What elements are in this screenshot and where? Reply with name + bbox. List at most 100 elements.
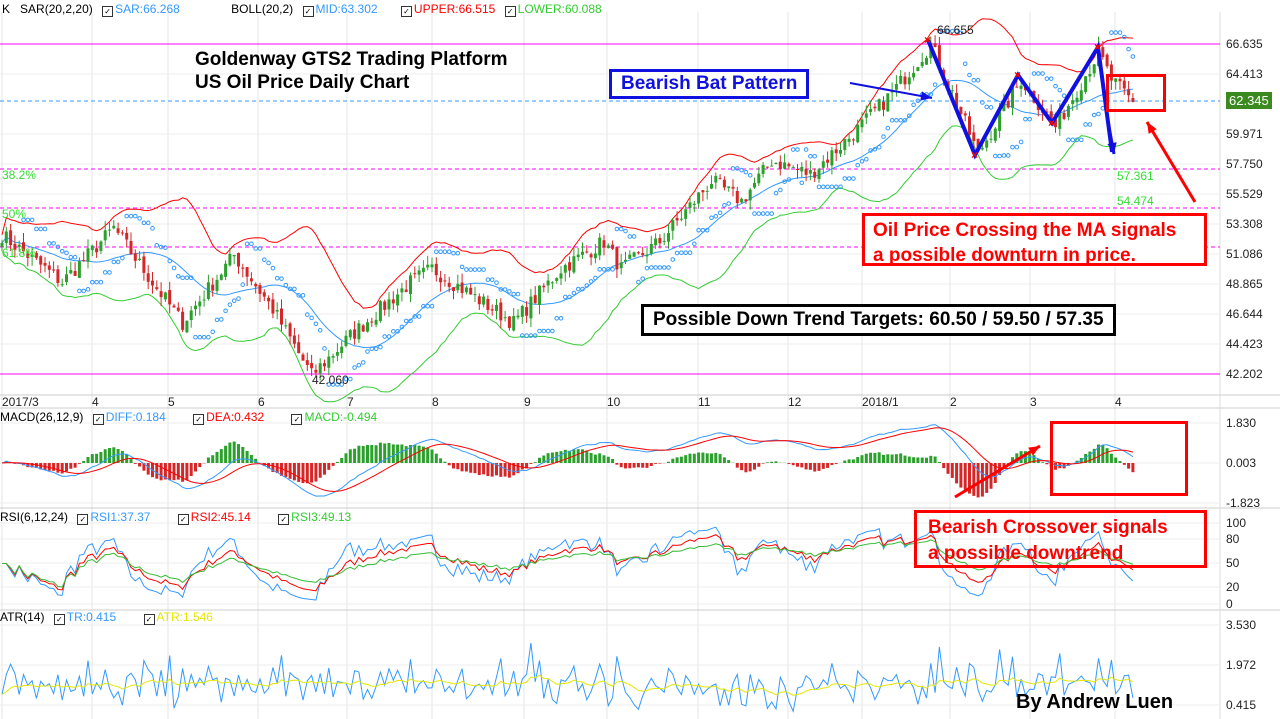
- candle-body: [624, 259, 627, 262]
- candle-body: [417, 270, 421, 275]
- macd-bar: [456, 463, 460, 470]
- macd-axis-label: -1.823: [1226, 496, 1261, 510]
- sar-dot: [507, 289, 512, 294]
- candle-body: [13, 243, 17, 250]
- sar-dot: [51, 241, 56, 246]
- sar-dot: [984, 104, 990, 110]
- sar-dot: [193, 334, 198, 340]
- sar-dot: [274, 275, 280, 281]
- legend-sar: SAR:66.268: [115, 2, 180, 16]
- sar-dot: [335, 382, 340, 387]
- candle-body: [228, 253, 232, 266]
- macd-bar: [366, 444, 369, 463]
- macd-bar: [735, 463, 739, 468]
- sar-checkbox[interactable]: ✓: [102, 6, 114, 17]
- date-label: 4: [92, 395, 99, 409]
- sar-dot: [911, 102, 916, 108]
- macd-bar: [503, 463, 507, 477]
- candle-body: [146, 273, 150, 282]
- sar-dot: [468, 267, 474, 272]
- sar-dot: [593, 275, 598, 281]
- lower-checkbox[interactable]: ✓: [504, 6, 516, 17]
- sar-dot: [670, 257, 676, 262]
- macd-bar: [1092, 448, 1096, 463]
- macd-bar: [761, 463, 765, 464]
- sar-dot: [614, 226, 620, 232]
- macd-bar: [249, 454, 253, 463]
- macd-bar: [581, 449, 584, 463]
- macd-bar: [632, 463, 636, 468]
- rsi-axis-label: 20: [1226, 580, 1240, 594]
- candle-body: [1015, 86, 1019, 88]
- sar-dot: [1091, 112, 1097, 118]
- rsi1-checkbox[interactable]: ✓: [77, 514, 89, 525]
- macd-bar: [748, 463, 752, 472]
- candle-body: [980, 148, 984, 150]
- atr-legend: ATR(14) ✓ TR:0.415 ✓ ATR:1.546: [0, 610, 213, 625]
- sar-dot: [597, 267, 603, 272]
- candle-body: [645, 254, 649, 257]
- macd-bar: [654, 463, 658, 464]
- macd-checkbox[interactable]: ✓: [291, 414, 303, 425]
- macd-bar: [550, 452, 554, 463]
- rsi3-checkbox[interactable]: ✓: [278, 514, 290, 525]
- candle-body: [82, 260, 86, 262]
- sar-dot: [180, 275, 185, 281]
- macd-bar: [611, 458, 615, 463]
- candle-body: [1019, 85, 1023, 89]
- sar-dot: [1001, 153, 1007, 158]
- macd-bar: [292, 463, 296, 481]
- sar-dot: [408, 318, 413, 324]
- candle-body: [959, 106, 963, 115]
- rsi3: RSI3:49.13: [291, 510, 352, 524]
- sar-dot: [545, 328, 551, 334]
- rsi2-checkbox[interactable]: ✓: [177, 514, 189, 525]
- candle-body: [30, 254, 34, 257]
- sar-dot: [1079, 137, 1084, 143]
- atr-checkbox[interactable]: ✓: [143, 614, 155, 625]
- upper-checkbox[interactable]: ✓: [400, 6, 412, 17]
- sar-dot: [1031, 71, 1037, 76]
- date-label: 2018/1: [862, 395, 899, 409]
- candle-body: [340, 346, 344, 354]
- sar-dot: [1126, 46, 1131, 52]
- sar-dot: [201, 334, 207, 340]
- candle-body: [718, 178, 722, 180]
- sar-dot: [833, 184, 839, 190]
- ma-note-line2: a possible downturn in price.: [873, 245, 1136, 266]
- sar-dot: [704, 227, 710, 233]
- sar-dot: [1066, 137, 1071, 143]
- sar-dot: [120, 255, 125, 261]
- sar-dot: [150, 226, 155, 231]
- sar-dot: [524, 333, 529, 338]
- candle-body: [1109, 64, 1113, 81]
- candle-body: [907, 77, 911, 85]
- candle-body: [585, 251, 589, 253]
- tr-checkbox[interactable]: ✓: [53, 614, 65, 625]
- sar-dot: [425, 303, 431, 309]
- diff-checkbox[interactable]: ✓: [92, 414, 104, 425]
- candle-body: [658, 237, 662, 244]
- sar-dot: [64, 250, 69, 256]
- macd-bar: [499, 463, 503, 477]
- candle-body: [976, 138, 980, 150]
- macd-bar: [219, 449, 223, 463]
- macd-bar: [606, 456, 610, 463]
- candle-body: [366, 322, 369, 332]
- candle-body: [1127, 89, 1131, 96]
- candle-body: [1088, 74, 1092, 77]
- sar-dot: [532, 333, 538, 338]
- candle-body: [176, 307, 180, 311]
- macd-bar: [894, 454, 898, 463]
- candle-body: [632, 252, 636, 257]
- candle-body: [778, 161, 782, 170]
- candle-body: [86, 248, 90, 262]
- mid-checkbox[interactable]: ✓: [302, 6, 314, 17]
- candle-body: [172, 305, 176, 308]
- dea-checkbox[interactable]: ✓: [193, 414, 205, 425]
- candle-body: [800, 166, 804, 172]
- sar-dot: [154, 243, 160, 248]
- sar-dot: [618, 226, 624, 232]
- candle-body: [288, 323, 292, 337]
- macd-bar: [950, 463, 954, 478]
